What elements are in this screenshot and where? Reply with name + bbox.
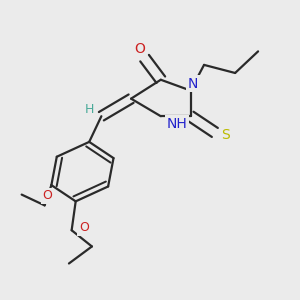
Text: NH: NH: [167, 117, 188, 131]
Text: H: H: [85, 103, 94, 116]
Text: O: O: [42, 189, 52, 203]
Text: O: O: [79, 221, 89, 234]
Text: N: N: [188, 77, 198, 91]
Text: S: S: [221, 128, 230, 142]
Text: O: O: [134, 42, 145, 56]
